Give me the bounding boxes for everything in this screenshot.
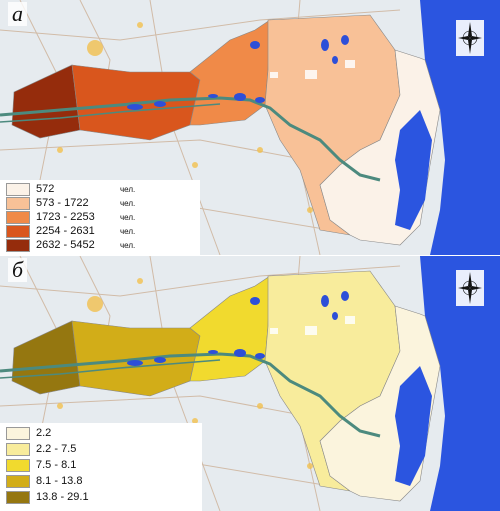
legend-density: 2.2 2.2 - 7.5 7.5 - 8.1 8.1 - 13.8 13.8 - 29… xyxy=(0,423,202,511)
lakes xyxy=(127,35,349,110)
legend-range: 573 - 1722 xyxy=(36,197,89,209)
legend-row: 572 чел. xyxy=(6,182,194,196)
legend-swatch xyxy=(6,196,30,210)
map-panel-density: б 2.2 2.2 - 7.5 7.5 - 8.1 8.1 - 13.8 13.8 - … xyxy=(0,256,500,511)
river xyxy=(0,96,381,182)
legend-row: 2632 - 5452 чел. xyxy=(6,238,194,252)
legend-range: 13.8 - 29.1 xyxy=(36,491,89,503)
basemap-b xyxy=(0,256,500,511)
lagoon xyxy=(395,110,432,230)
legend-range: 2632 - 5452 xyxy=(36,239,95,251)
legend-swatch xyxy=(6,458,30,472)
legend-range: 2254 - 2631 xyxy=(36,225,95,237)
legend-unit: чел. xyxy=(120,184,136,194)
panel-letter-a: а xyxy=(8,2,27,26)
legend-range: 2.2 - 7.5 xyxy=(36,443,77,455)
legend-population: 572 чел. 573 - 1722 чел. 1723 - 2253 чел. 2254… xyxy=(0,180,200,255)
legend-row: 2254 - 2631 чел. xyxy=(6,224,194,238)
clearings xyxy=(270,316,355,335)
compass-rose-icon xyxy=(456,20,484,56)
legend-swatch xyxy=(6,442,30,456)
legend-range: 7.5 - 8.1 xyxy=(36,459,77,471)
sea xyxy=(420,256,500,511)
legend-swatch xyxy=(6,490,30,504)
legend-unit: чел. xyxy=(120,198,136,208)
legend-unit: чел. xyxy=(120,212,136,222)
legend-swatch xyxy=(6,238,30,252)
legend-row: 573 - 1722 чел. xyxy=(6,196,194,210)
legend-range: 572 xyxy=(36,183,55,195)
legend-row: 2.2 xyxy=(6,425,196,441)
legend-swatch xyxy=(6,182,30,196)
clearings xyxy=(270,60,355,79)
legend-row: 1723 - 2253 чел. xyxy=(6,210,194,224)
legend-row: 2.2 - 7.5 xyxy=(6,441,196,457)
sea xyxy=(420,0,500,255)
legend-swatch xyxy=(6,426,30,440)
lakes xyxy=(127,291,349,366)
legend-unit: чел. xyxy=(120,226,136,236)
lagoon xyxy=(395,366,432,486)
legend-range: 8.1 - 13.8 xyxy=(36,475,83,487)
basemap-a xyxy=(0,0,500,255)
compass-rose-icon xyxy=(456,270,484,306)
legend-swatch xyxy=(6,224,30,238)
panel-letter-b: б xyxy=(8,258,28,282)
legend-range: 1723 - 2253 xyxy=(36,211,95,223)
river-branch xyxy=(0,359,221,379)
river xyxy=(0,352,381,438)
river-branch xyxy=(0,103,221,123)
legend-range: 2.2 xyxy=(36,427,52,439)
legend-unit: чел. xyxy=(120,240,136,250)
map-panel-population: а 572 чел. 573 - 1722 чел. 1723 - 2253 чел. 22… xyxy=(0,0,500,255)
legend-row: 7.5 - 8.1 xyxy=(6,457,196,473)
legend-swatch xyxy=(6,474,30,488)
legend-row: 13.8 - 29.1 xyxy=(6,489,196,505)
legend-row: 8.1 - 13.8 xyxy=(6,473,196,489)
legend-swatch xyxy=(6,210,30,224)
